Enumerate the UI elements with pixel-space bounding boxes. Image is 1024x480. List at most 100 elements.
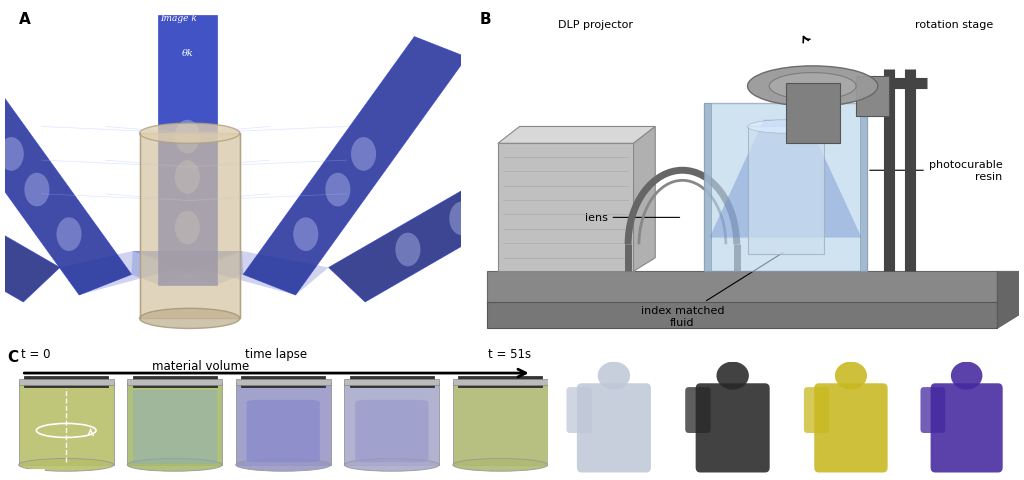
Text: C: C [7,349,18,364]
Polygon shape [0,102,59,302]
Text: A: A [18,12,30,27]
Text: DLP projector: DLP projector [558,20,633,30]
Bar [453,380,548,385]
FancyBboxPatch shape [236,384,331,465]
Bar [785,84,840,144]
Bar [350,376,434,387]
Bar [18,380,114,385]
FancyBboxPatch shape [127,384,222,465]
Polygon shape [131,252,242,285]
Ellipse shape [351,138,376,171]
Polygon shape [997,272,1019,329]
Ellipse shape [769,73,856,100]
Ellipse shape [25,173,49,207]
Text: G: G [919,357,929,370]
Ellipse shape [453,458,548,471]
Bar [344,380,439,385]
FancyBboxPatch shape [685,387,711,433]
Ellipse shape [395,233,421,267]
FancyBboxPatch shape [18,384,114,465]
FancyBboxPatch shape [566,387,592,433]
FancyBboxPatch shape [355,400,428,462]
Polygon shape [710,120,861,238]
Polygon shape [158,16,217,285]
Polygon shape [329,102,652,302]
Text: θm: θm [330,106,345,115]
Ellipse shape [835,362,867,390]
Ellipse shape [748,67,878,107]
Text: t = 51s: t = 51s [488,348,531,360]
Ellipse shape [236,458,331,471]
Text: θi: θi [39,99,48,108]
FancyBboxPatch shape [814,384,888,472]
Ellipse shape [951,362,982,390]
Polygon shape [133,252,329,295]
Text: θl: θl [274,69,283,78]
FancyBboxPatch shape [921,387,945,433]
Bar [242,376,326,387]
Text: photocurable
resin: photocurable resin [869,160,1002,181]
Ellipse shape [127,458,222,471]
Polygon shape [0,37,131,295]
FancyBboxPatch shape [247,400,319,462]
Ellipse shape [0,138,24,171]
Bar [705,104,867,272]
Polygon shape [856,77,889,117]
Bar [487,302,997,329]
Polygon shape [487,272,997,305]
Ellipse shape [344,458,439,471]
Ellipse shape [493,177,517,211]
FancyBboxPatch shape [931,384,1002,472]
Bar [860,104,867,272]
FancyBboxPatch shape [577,384,651,472]
Text: material volume: material volume [153,359,250,372]
Ellipse shape [139,124,240,144]
Bar [139,134,240,319]
Text: θj: θj [96,69,105,78]
Text: B: B [479,12,490,27]
Bar [133,376,217,387]
Bar [236,380,331,385]
Ellipse shape [748,120,823,134]
Ellipse shape [293,218,318,252]
Text: Image l: Image l [264,24,298,48]
Bar [498,144,634,272]
FancyBboxPatch shape [453,384,548,465]
Text: lens: lens [585,213,680,223]
Ellipse shape [717,362,749,390]
Ellipse shape [139,309,240,329]
Text: Image m: Image m [334,46,367,82]
Polygon shape [244,37,467,295]
Ellipse shape [56,218,82,252]
Ellipse shape [450,202,474,236]
Bar [705,104,711,272]
Bar [459,376,543,387]
Text: t = 0: t = 0 [22,348,51,360]
Text: Image i: Image i [6,48,34,80]
Ellipse shape [175,211,200,245]
Polygon shape [59,252,242,295]
FancyBboxPatch shape [804,387,829,433]
Polygon shape [634,127,655,272]
Bar [25,376,109,387]
Ellipse shape [326,173,350,207]
Text: θk: θk [181,49,194,58]
Ellipse shape [18,458,114,471]
Bar [127,380,222,385]
Text: rotation stage: rotation stage [914,20,993,30]
Polygon shape [498,127,655,144]
Ellipse shape [175,120,200,154]
Text: index matched
fluid: index matched fluid [641,253,783,327]
Text: Image j: Image j [63,24,97,48]
FancyBboxPatch shape [344,384,439,465]
Text: E: E [683,357,691,370]
Ellipse shape [175,161,200,194]
Polygon shape [133,252,244,285]
FancyBboxPatch shape [695,384,770,472]
Bar [748,127,823,255]
Bar [133,390,217,464]
Text: F: F [802,357,810,370]
Text: Image k: Image k [160,14,197,23]
Ellipse shape [598,362,630,390]
Text: time lapse: time lapse [246,348,307,360]
